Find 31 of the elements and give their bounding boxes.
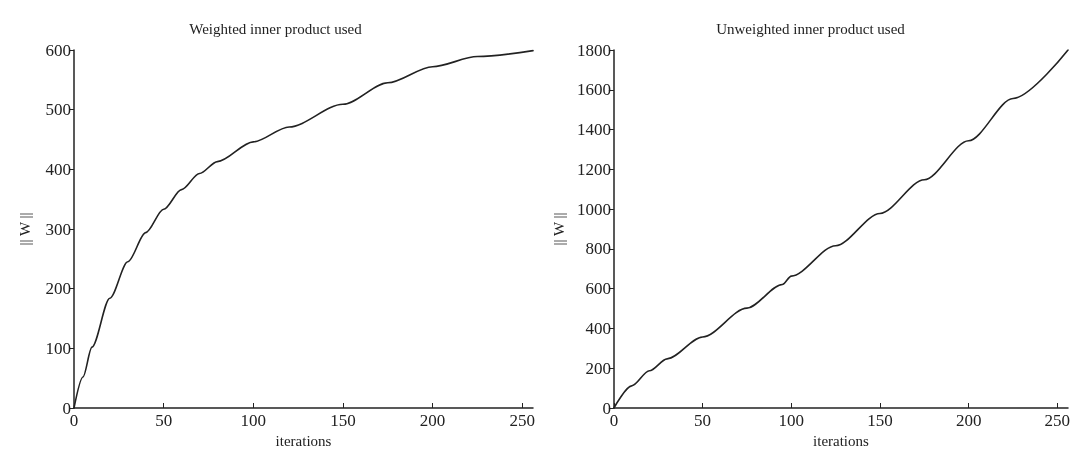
x-axis-title: iterations [275,433,332,450]
chart-title: Weighted inner product used [189,20,363,37]
x-tick-label: 50 [694,411,712,430]
y-tick-label: 500 [45,100,71,120]
x-axis-title: iterations [813,433,870,450]
y-tick-label: 1600 [576,80,611,100]
y-tick-label: 1200 [576,159,611,179]
y-axis-title: || W || [550,212,567,246]
y-tick-label: 1000 [576,199,611,219]
x-tick-label: 250 [509,411,535,430]
y-tick-label: 300 [45,219,71,239]
y-tick-label: 400 [585,318,611,338]
y-tick-label: 800 [585,239,611,259]
y-tick-label: 600 [45,40,71,60]
y-tick-label: 400 [45,159,71,179]
x-tick-label: 50 [155,411,173,430]
x-tick-label: 150 [330,411,356,430]
y-tick-label: 200 [45,279,71,299]
x-tick-label: 200 [419,411,446,430]
y-tick-label: 1400 [576,120,611,140]
y-tick-label: 1800 [576,40,611,60]
y-axis-title: || W || [16,212,33,246]
y-tick-label: 200 [585,358,611,378]
x-tick-label: 200 [955,411,982,430]
x-tick-label: 250 [1044,411,1071,430]
x-tick-label: 100 [778,411,805,430]
x-tick-label: 100 [240,411,267,430]
chart-title: Unweighted inner product used [716,20,906,37]
y-tick-label: 100 [45,338,71,358]
x-tick-label: 150 [867,411,893,430]
y-tick-label: 600 [585,279,611,299]
